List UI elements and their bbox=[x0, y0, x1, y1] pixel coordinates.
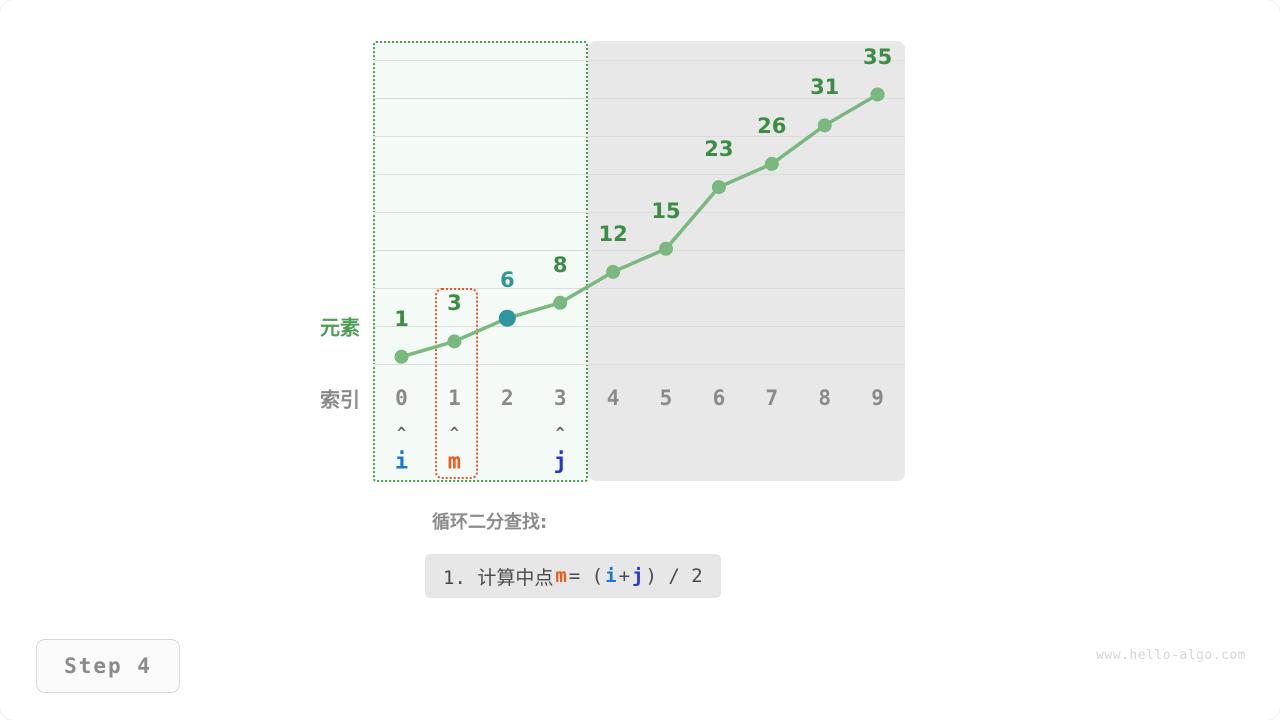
index-label-2: 2 bbox=[500, 386, 514, 410]
value-label-4: 12 bbox=[598, 221, 628, 246]
caret-m: ^ bbox=[449, 424, 459, 442]
index-label-4: 4 bbox=[606, 386, 620, 410]
gridline bbox=[373, 364, 905, 365]
gridline bbox=[373, 288, 905, 289]
chart-gridlines bbox=[373, 41, 905, 481]
value-label-8: 31 bbox=[810, 75, 840, 100]
data-point bbox=[659, 241, 673, 256]
pointer-label-i: i bbox=[394, 449, 409, 475]
index-label-3: 3 bbox=[553, 386, 567, 410]
index-label-0: 0 bbox=[395, 386, 408, 410]
index-label-6: 6 bbox=[712, 386, 726, 410]
data-point bbox=[553, 295, 568, 310]
chart-data-points bbox=[394, 87, 885, 364]
code-plus: + bbox=[618, 565, 631, 587]
step-badge: Step 4 bbox=[36, 639, 180, 693]
data-point bbox=[606, 264, 621, 279]
gridline bbox=[373, 136, 905, 137]
caret-i: ^ bbox=[396, 424, 407, 442]
code-suffix: ) / 2 bbox=[645, 565, 703, 587]
code-prefix: 1. 计算中点 bbox=[443, 566, 554, 589]
gridline bbox=[373, 326, 905, 327]
data-point bbox=[764, 156, 779, 171]
code-step-box: 1. 计算中点 m = (i + j) / 2 bbox=[425, 554, 721, 598]
mid-element-box bbox=[435, 288, 478, 479]
value-label-5: 15 bbox=[651, 198, 681, 223]
gridline bbox=[373, 174, 905, 175]
data-point bbox=[870, 87, 885, 102]
caret-j: ^ bbox=[555, 424, 565, 442]
index-label-8: 8 bbox=[818, 386, 832, 410]
index-label-5: 5 bbox=[659, 386, 673, 410]
value-label-2: 6 bbox=[499, 268, 515, 293]
code-token-i: i bbox=[605, 565, 617, 587]
code-equals: = ( bbox=[568, 565, 604, 587]
data-point bbox=[711, 180, 726, 195]
value-label-0: 1 bbox=[394, 306, 409, 331]
pointer-label-m: m bbox=[447, 449, 462, 475]
index-label-7: 7 bbox=[765, 386, 779, 410]
axis-label-elements: 元素 bbox=[320, 315, 360, 340]
gridline bbox=[373, 98, 905, 99]
axis-label-indices: 索引 bbox=[320, 387, 360, 412]
gridline bbox=[373, 212, 905, 213]
value-label-9: 35 bbox=[862, 44, 893, 69]
caption-title: 循环二分查找: bbox=[432, 512, 548, 533]
search-range-panel bbox=[373, 41, 588, 482]
value-label-3: 8 bbox=[552, 252, 568, 277]
data-point bbox=[498, 309, 516, 327]
data-point bbox=[817, 118, 832, 133]
index-label-1: 1 bbox=[448, 386, 461, 410]
data-point bbox=[447, 334, 462, 349]
watermark: www.hello-algo.com bbox=[1096, 648, 1246, 663]
value-label-1: 3 bbox=[447, 291, 462, 316]
index-label-9: 9 bbox=[871, 386, 884, 410]
code-token-j: j bbox=[632, 565, 644, 587]
value-label-7: 26 bbox=[757, 113, 787, 138]
pointer-label-j: j bbox=[553, 449, 567, 475]
gridline bbox=[373, 250, 905, 251]
data-point bbox=[394, 349, 409, 364]
gridline bbox=[373, 60, 905, 61]
code-token-m: m bbox=[555, 565, 567, 587]
value-label-6: 23 bbox=[704, 137, 734, 162]
